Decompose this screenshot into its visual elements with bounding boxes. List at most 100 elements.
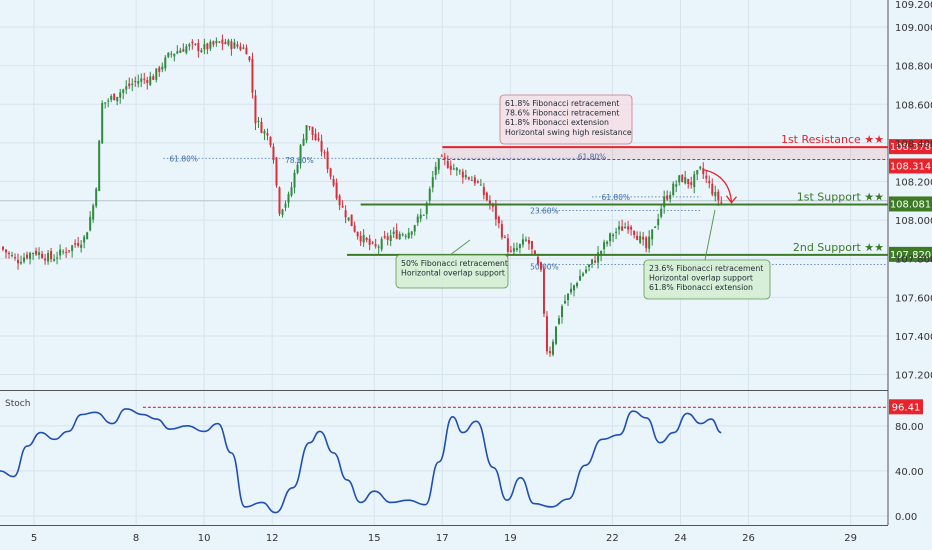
candle-body [215, 40, 218, 44]
annotation-box [499, 94, 633, 145]
candle-body [59, 249, 62, 256]
candle-body [711, 183, 714, 195]
annotation-pointer [704, 209, 716, 261]
time-tick-label: 5 [31, 533, 37, 544]
candle-body [636, 235, 639, 241]
candle-body [296, 164, 299, 173]
candle-body [398, 233, 401, 240]
candle-body [407, 232, 410, 238]
candle-body [299, 145, 302, 164]
candle-body [663, 196, 666, 208]
candle-body [618, 226, 621, 230]
candle-body [104, 102, 107, 104]
candle-body [170, 53, 173, 55]
candle-body [681, 174, 684, 182]
candle-body [353, 225, 356, 232]
candle-body [413, 225, 416, 232]
candle-body [573, 285, 576, 291]
candle-body [305, 125, 308, 141]
candle-body [705, 175, 708, 179]
candle-body [14, 257, 17, 259]
candle-body [684, 177, 687, 184]
candle-body [74, 243, 77, 245]
candle-body [651, 229, 654, 240]
candle-body [221, 39, 224, 44]
candle-body [326, 151, 329, 170]
stoch-title: Stoch [5, 399, 30, 409]
candle-body [567, 293, 570, 301]
candle-body [194, 43, 197, 45]
candle-body [119, 92, 122, 98]
annotation-box [395, 254, 509, 289]
candle-body [425, 202, 428, 214]
candle-body [137, 81, 140, 84]
candle-body [557, 318, 560, 324]
candle-body [281, 209, 284, 215]
candle-body [41, 253, 44, 259]
candle-body [200, 50, 203, 52]
candle-body [693, 174, 696, 188]
candle-body [687, 178, 690, 185]
candle-body [470, 179, 473, 181]
candle-body [401, 234, 404, 236]
price-level-tag [889, 139, 932, 155]
candle-body [479, 184, 482, 186]
candle-body [83, 236, 86, 243]
candle-body [374, 244, 377, 247]
price-level-tag-text: 107.820 [890, 250, 931, 261]
candle-body [702, 168, 705, 175]
main-grid [0, 0, 888, 525]
candle-body [344, 210, 347, 218]
candle-body [161, 66, 164, 70]
candle-body [53, 259, 56, 261]
annotation-text: Horizontal swing high resistance [505, 128, 632, 137]
candle-body [464, 175, 467, 178]
stoch-reference-tag-text: 96.41 [892, 402, 921, 413]
candle-body [323, 152, 326, 154]
candle-body [548, 351, 551, 354]
candle-body [164, 57, 167, 69]
candle-body [642, 236, 645, 240]
forecast-arrow [704, 169, 733, 203]
stoch-tick-label: 80.00 [895, 422, 924, 433]
candle-body [696, 170, 699, 175]
candle-body [338, 195, 341, 206]
stoch-tick-label: 0.00 [895, 512, 917, 523]
candle-body [515, 248, 518, 251]
candle-body [341, 205, 344, 208]
annotation-text: 61.8% Fibonacci retracement [505, 99, 619, 108]
stoch-axis-labels: 0.00 40.00 80.00 [895, 422, 924, 523]
time-tick-label: 17 [436, 533, 449, 544]
candle-body [251, 59, 254, 93]
candle-body [35, 250, 38, 255]
candle-body [612, 234, 615, 237]
candle-body [110, 95, 113, 100]
candle-body [449, 165, 452, 170]
candle-body [62, 251, 65, 253]
candle-body [263, 131, 266, 134]
candle-body [597, 252, 600, 263]
candle-body [648, 236, 651, 249]
fibonacci-label: 61.80% [169, 154, 198, 163]
candle-body [422, 214, 425, 216]
price-tick-label: 107.200 [895, 371, 932, 382]
candle-body [428, 188, 431, 201]
candle-body [167, 52, 170, 58]
candle-body [182, 49, 185, 52]
candle-body [518, 244, 521, 249]
annotation-pointer [449, 239, 471, 256]
candle-body [570, 288, 573, 293]
price-axis-labels: 107.200 107.400 107.600 107.800 108.000 108.2… [895, 0, 932, 382]
candle-body [356, 231, 359, 237]
price-level-label: 1st Resistance ★★ [781, 133, 884, 146]
price-level-tag-text: 108.081 [890, 199, 931, 210]
candle-body [23, 257, 26, 262]
candle-body [332, 178, 335, 186]
candle-body [621, 226, 624, 231]
candle-body [666, 195, 669, 200]
candles [2, 34, 723, 357]
candle-body [158, 67, 161, 72]
candle-body [98, 140, 101, 191]
candle-body [657, 218, 660, 226]
